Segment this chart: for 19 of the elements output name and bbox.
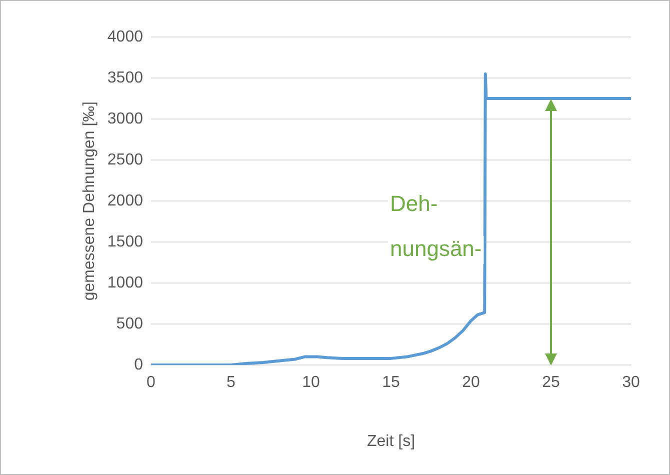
y-tick-label: 2000 [107,192,144,210]
y-axis-title: gemessene Dehnungen [‰] [81,101,98,301]
x-tick-label: 0 [146,374,156,392]
x-tick-label: 25 [542,374,560,392]
annotation: Deh- nungsän- [390,191,482,262]
y-tick-label: 0 [134,356,144,374]
x-axis-title: Zeit [s] [366,432,416,450]
y-tick-label: 3500 [107,69,144,86]
y-tick-label: 1000 [107,274,144,292]
y-tick-label: 4000 [107,28,144,46]
x-tick-label: 20 [462,374,480,392]
y-tick-label: 500 [116,315,144,332]
y-tick-label: 2500 [107,151,144,168]
x-tick-label: 30 [622,374,640,392]
y-tick-label: 3000 [107,110,144,128]
y-tick-label: 1500 [107,233,144,250]
x-tick-label: 5 [226,374,236,392]
x-tick-label: 10 [302,374,320,392]
x-tick-label: 15 [382,374,400,392]
